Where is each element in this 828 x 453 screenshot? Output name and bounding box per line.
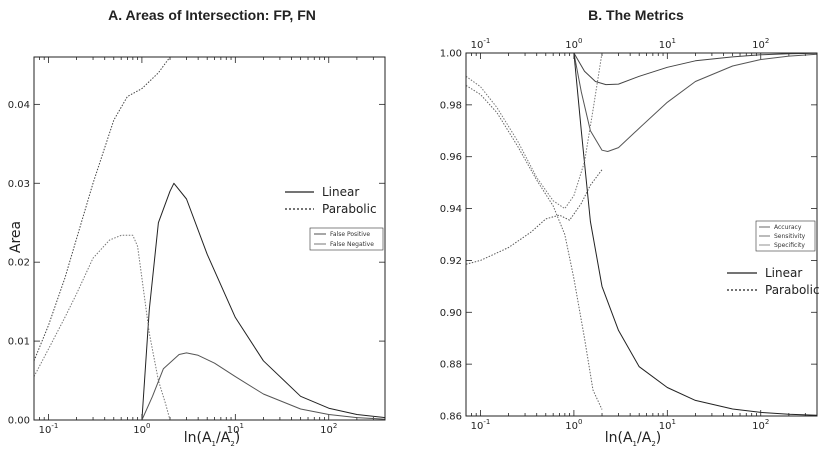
panel-a-x-tick-base: 10: [39, 425, 52, 436]
panel-a-xlabel-sub2: 2: [230, 440, 234, 448]
panel-a-x-tick-exp: 1: [239, 422, 243, 430]
panel-b-y-tick-label: 1.00: [440, 49, 462, 60]
panel-a-y-tick-label: 0.04: [8, 100, 30, 111]
legend-linear-label: Linear: [765, 266, 802, 280]
panel-b-y-tick-label: 0.88: [440, 360, 462, 371]
panel-b-xlabel-suffix: ): [656, 430, 661, 446]
panel-b-series-sensitivity-linear: [573, 53, 817, 152]
panel-a-lines: [34, 57, 385, 420]
panel-a-x-tick-label: 10-1: [39, 422, 59, 436]
panel-a-ylabel: Area: [8, 221, 24, 253]
panel-a-x-tick-base: 10: [227, 425, 240, 436]
panel-b-x-tick-exp: 1: [671, 37, 675, 45]
panel-a-series-false-negative-parabolic: [34, 234, 171, 420]
panel-a-style-legend: Linear Parabolic: [285, 185, 377, 216]
panel-b-xlabel: ln(A1/A2): [605, 430, 662, 448]
panel-a-series-false-negative-linear: [141, 352, 385, 420]
panel-a-y-tick-label: 0.03: [8, 179, 30, 190]
panel-b-y-tick-label: 0.92: [440, 256, 462, 267]
panel-b-xlabel-mid: /A: [637, 430, 652, 446]
panel-a-x-tick-label: 102: [320, 422, 337, 436]
panel-a-series-false-positive-parabolic: [34, 57, 171, 361]
panel-b-y-tick-label: 0.96: [440, 152, 462, 163]
panel-b-x-tick-label: 10-1: [471, 418, 491, 432]
legend-parabolic-label: Parabolic: [765, 283, 820, 297]
panel-b-x-tick-base: 10: [659, 40, 672, 51]
panel-a-y-tick-label: 0.02: [8, 258, 30, 269]
panel-b-x-tick-label: 100: [565, 37, 582, 51]
panel-a-y-tick-label: 0.00: [8, 416, 30, 427]
panel-b-y-tick-label: 0.98: [440, 100, 462, 111]
legend-specificity-label: Specificity: [774, 242, 805, 249]
panel-b-x-tick-base: 10: [659, 421, 672, 432]
panel-b-x-tick-base: 10: [565, 421, 578, 432]
panel-b-series-specificity-linear: [573, 53, 817, 416]
panel-b-xlabel-sub2: 2: [651, 440, 655, 448]
panel-b-x-tick-exp: 0: [578, 37, 582, 45]
panel-b-x-tick-exp: 0: [578, 418, 582, 426]
panel-a-y-tick-label: 0.01: [8, 337, 30, 348]
panel-b-x-tick-label: 102: [752, 418, 769, 432]
panel-a-xlabel: ln(A1/A2): [184, 430, 241, 448]
legend-linear-label: Linear: [322, 185, 359, 199]
panel-a-xlabel-suffix: ): [235, 430, 240, 446]
panel-b-x-tick-base: 10: [565, 40, 578, 51]
panel-b-x-tick-label: 101: [659, 37, 676, 51]
panel-a-x-tick-exp: 2: [333, 422, 337, 430]
legend-fp-label: False Positive: [330, 231, 370, 238]
panel-a-title: A. Areas of Intersection: FP, FN: [108, 7, 316, 23]
panel-b-y-tick-label: 0.86: [440, 412, 462, 423]
legend-fn-label: False Negative: [330, 241, 374, 248]
panel-b-x-tick-exp: -1: [483, 418, 490, 426]
panel-b-y-tick-label: 0.90: [440, 308, 462, 319]
panel-a-xlabel-sub1: 1: [212, 440, 216, 448]
panel-b-x-tick-base: 10: [471, 421, 484, 432]
panel-b-title: B. The Metrics: [588, 7, 684, 23]
panel-a-series-legend: False Positive False Negative: [309, 227, 384, 251]
panel-b-series-sensitivity-parabolic: [466, 53, 603, 210]
panel-b-series-legend: Accuracy Sensitivity Specificity: [755, 220, 816, 252]
panel-b-xlabel-prefix: ln(A: [605, 430, 633, 446]
panel-b: B. The Metrics ln(A1/A2) 10-110-11001001…: [440, 7, 820, 448]
panel-a: A. Areas of Intersection: FP, FN Area ln…: [8, 7, 386, 448]
panel-a-frame: [33, 56, 386, 421]
panel-a-x-tick-exp: -1: [51, 422, 58, 430]
panel-b-x-tick-label: 101: [659, 418, 676, 432]
panel-b-y-tick-label: 0.94: [440, 204, 462, 215]
panel-a-series-false-positive-linear: [141, 182, 385, 420]
legend-sensitivity-label: Sensitivity: [774, 233, 806, 240]
panel-b-series-specificity-parabolic: [466, 84, 603, 410]
panel-a-x-tick-base: 10: [320, 425, 333, 436]
panel-a-series-group: [34, 57, 385, 420]
panel-b-x-tick-base: 10: [471, 40, 484, 51]
panel-b-style-legend: Linear Parabolic: [727, 266, 820, 297]
panel-a-xlabel-mid: /A: [216, 430, 231, 446]
panel-b-lines: [466, 53, 817, 416]
panel-b-series-accuracy-parabolic: [466, 169, 603, 265]
panel-b-x-tick-label: 100: [565, 418, 582, 432]
panel-b-x-tick-base: 10: [752, 421, 765, 432]
legend-accuracy-label: Accuracy: [774, 224, 802, 231]
panel-b-x-tick-label: 102: [752, 37, 769, 51]
panel-b-x-tick-exp: -1: [483, 37, 490, 45]
panel-b-x-tick-label: 10-1: [471, 37, 491, 51]
panel-b-x-tick-exp: 2: [765, 37, 769, 45]
panel-b-x-tick-base: 10: [752, 40, 765, 51]
panel-a-x-tick-label: 101: [227, 422, 244, 436]
legend-parabolic-label: Parabolic: [322, 202, 377, 216]
panel-b-series-group: [466, 53, 817, 416]
panel-a-x-tick-base: 10: [133, 425, 146, 436]
panel-a-x-tick-label: 100: [133, 422, 150, 436]
panel-a-x-tick-exp: 0: [146, 422, 150, 430]
panel-b-series-accuracy-linear: [573, 53, 817, 86]
panel-b-x-tick-exp: 1: [671, 418, 675, 426]
panel-b-frame: [465, 52, 818, 417]
panel-a-xlabel-prefix: ln(A: [184, 430, 212, 446]
panel-b-xlabel-sub1: 1: [633, 440, 637, 448]
panel-b-x-tick-exp: 2: [765, 418, 769, 426]
legend-box: [309, 227, 384, 251]
